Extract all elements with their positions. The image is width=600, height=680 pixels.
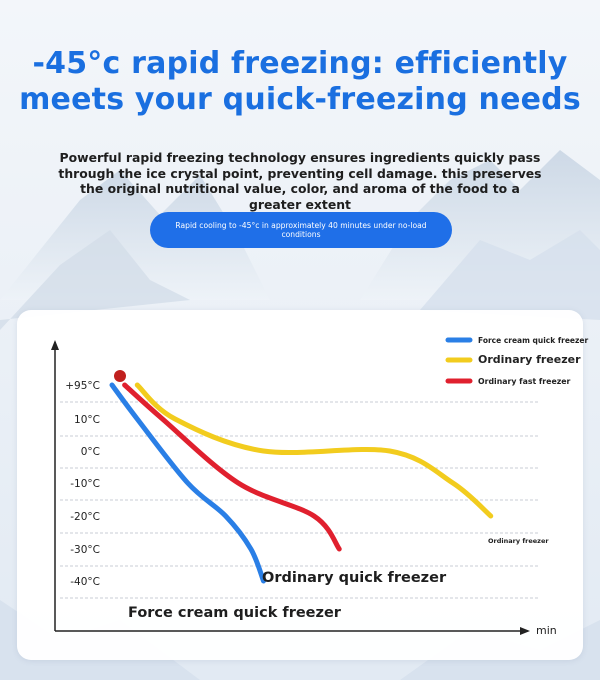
start-point-dot bbox=[114, 370, 126, 382]
y-tick-label: 0°C bbox=[81, 446, 100, 458]
cooling-time-badge: Rapid cooling to -45°c in approximately … bbox=[150, 212, 452, 248]
chart-grid bbox=[60, 401, 538, 599]
chart-legend: Force cream quick freezer Ordinary freeze… bbox=[445, 336, 588, 386]
y-tick-labels: +95°C 10°C 0°C -10°C -20°C -30°C -40°C bbox=[65, 380, 100, 588]
legend-label-ordinary-freezer: Ordinary freezer bbox=[478, 353, 581, 366]
x-axis-arrow bbox=[520, 627, 530, 635]
annotation-ordinary-freezer: Ordinary freezer bbox=[488, 537, 549, 545]
chart-axes: min bbox=[51, 340, 557, 637]
description-text: Powerful rapid freezing technology ensur… bbox=[58, 150, 542, 212]
annotation-force-cream-quick-freezer: Force cream quick freezer bbox=[128, 605, 342, 621]
headline-line-2: meets your quick-freezing needs bbox=[19, 82, 581, 117]
y-axis-arrow bbox=[51, 340, 59, 350]
series-line-ordinary-freezer bbox=[134, 382, 494, 519]
y-tick-label: +95°C bbox=[65, 380, 100, 392]
x-axis-label: min bbox=[536, 624, 557, 637]
legend-label-ordinary-fast-freezer: Ordinary fast freezer bbox=[478, 377, 571, 386]
y-tick-label: -20°C bbox=[70, 511, 100, 523]
headline: -45°c rapid freezing: efficiently meets … bbox=[0, 46, 600, 118]
annotation-ordinary-fast-freezer: Ordinary quick freezer bbox=[262, 570, 447, 586]
series-lines bbox=[109, 370, 494, 584]
series-line-force-cream-quick-freezer bbox=[109, 382, 266, 584]
chart-card bbox=[17, 310, 583, 660]
series-line-ordinary-fast-freezer bbox=[122, 382, 342, 552]
y-tick-label: 10°C bbox=[74, 414, 100, 426]
headline-line-1: -45°c rapid freezing: efficiently bbox=[32, 46, 568, 81]
y-tick-label: -10°C bbox=[70, 478, 100, 490]
y-tick-label: -30°C bbox=[70, 544, 100, 556]
legend-label-force-cream-quick-freezer: Force cream quick freezer bbox=[478, 336, 588, 345]
cooling-time-text: Rapid cooling to -45°c in approximately … bbox=[175, 220, 427, 240]
y-tick-label: -40°C bbox=[70, 576, 100, 588]
series-annotations: Force cream quick freezer Ordinary freeze… bbox=[128, 537, 549, 621]
